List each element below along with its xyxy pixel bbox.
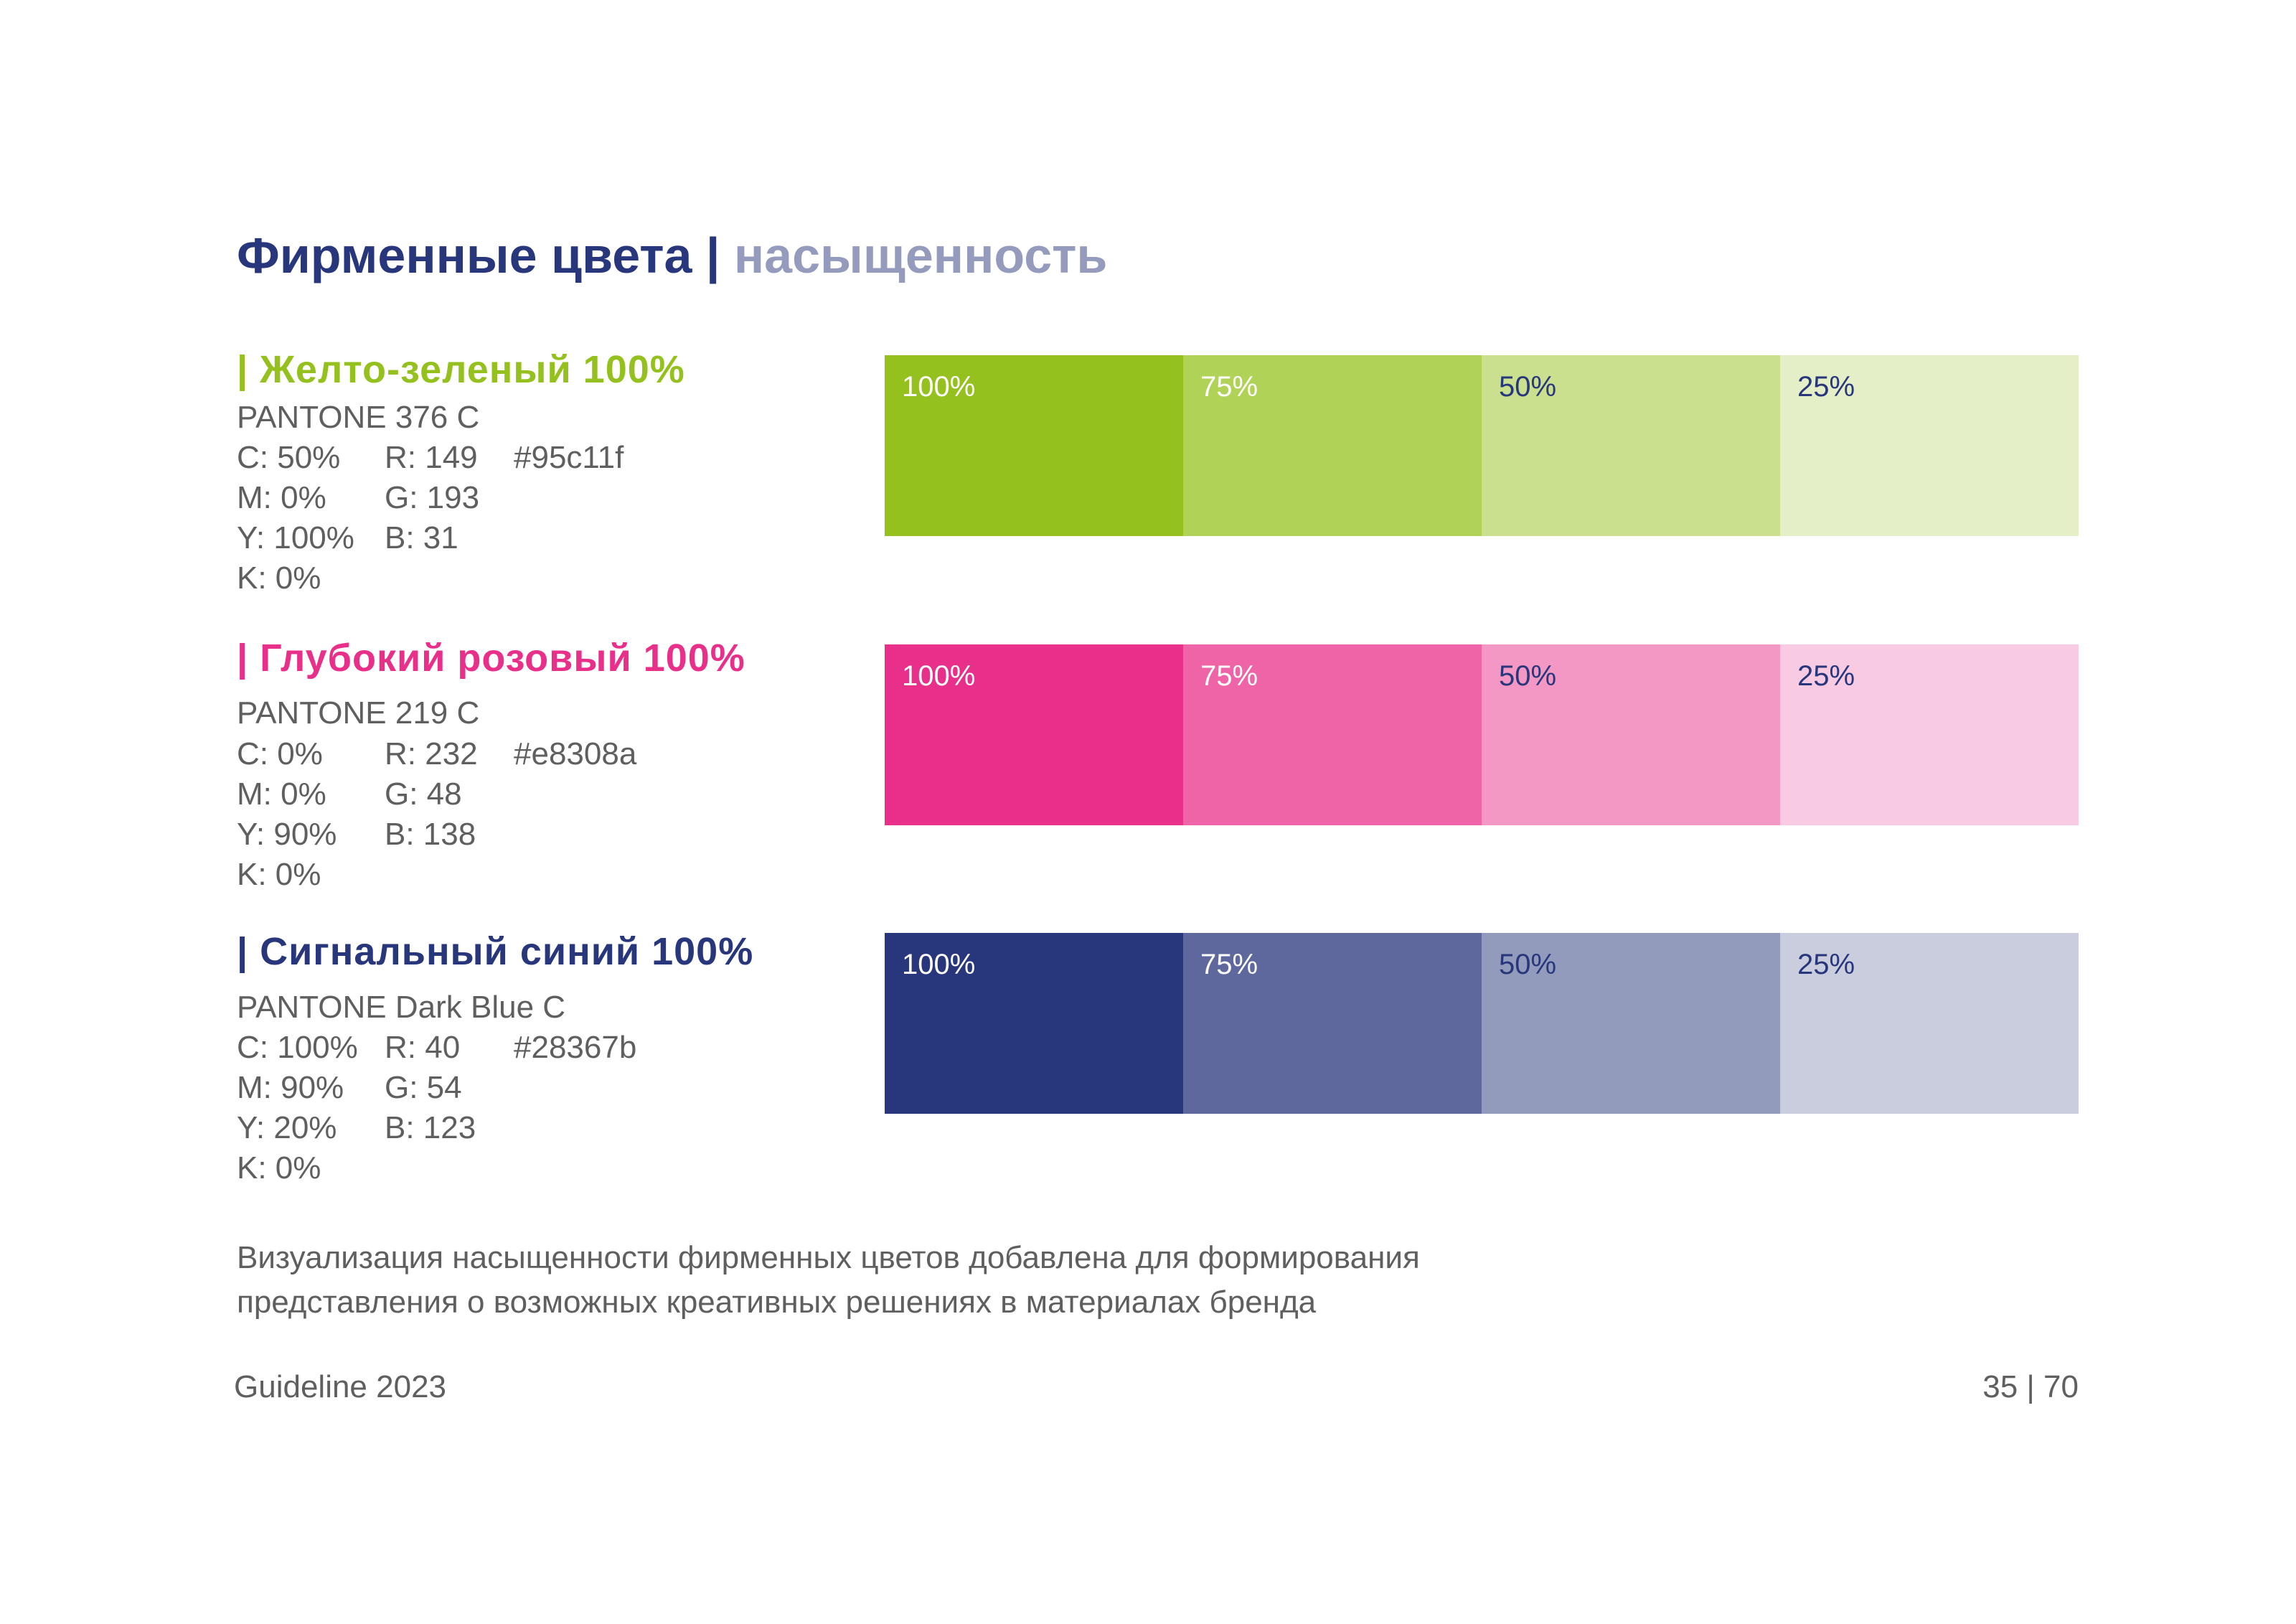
pantone-label: PANTONE 376 C bbox=[237, 400, 480, 435]
rgb-value: R: 40 bbox=[385, 1030, 461, 1065]
pantone-label: PANTONE 219 C bbox=[237, 695, 480, 731]
cmyk-value: C: 0% bbox=[237, 736, 323, 771]
cmyk-value: K: 0% bbox=[237, 560, 321, 596]
rgb-value: B: 123 bbox=[385, 1110, 476, 1145]
rgb-value: G: 193 bbox=[385, 480, 480, 515]
cmyk-value: C: 50% bbox=[237, 440, 341, 475]
spec-row: C: 50% R: 149 #95c11f bbox=[237, 438, 624, 478]
saturation-strip: 100% 75% 50% 25% bbox=[885, 355, 2079, 536]
title-sub: насыщенность bbox=[733, 227, 1108, 283]
saturation-strip: 100% 75% 50% 25% bbox=[885, 644, 2079, 825]
cmyk-value: M: 0% bbox=[237, 480, 326, 515]
swatch-label: 75% bbox=[1200, 371, 1258, 403]
spec-row: K: 0% bbox=[237, 1148, 636, 1188]
cmyk-value: Y: 100% bbox=[237, 520, 354, 555]
rgb-value bbox=[385, 855, 514, 895]
swatch-label: 50% bbox=[1499, 949, 1557, 980]
swatch-label: 25% bbox=[1797, 371, 1855, 403]
swatch-50: 50% bbox=[1482, 933, 1780, 1114]
color-heading: | Сигнальный синий 100% bbox=[237, 930, 754, 973]
swatch-25: 25% bbox=[1780, 933, 2079, 1114]
cmyk-value: Y: 90% bbox=[237, 817, 337, 852]
swatch-label: 75% bbox=[1200, 660, 1258, 692]
rgb-value: R: 232 bbox=[385, 736, 478, 771]
swatch-50: 50% bbox=[1482, 355, 1780, 536]
spec-row: K: 0% bbox=[237, 558, 624, 599]
swatch-label: 100% bbox=[902, 660, 976, 692]
page-title: Фирменные цвета | насыщенность bbox=[237, 228, 1107, 283]
spec-row: M: 0% G: 193 bbox=[237, 478, 624, 518]
rgb-value: G: 48 bbox=[385, 776, 462, 812]
swatch-25: 25% bbox=[1780, 355, 2079, 536]
swatch-label: 25% bbox=[1797, 949, 1855, 980]
spec-row: Y: 90% B: 138 bbox=[237, 815, 636, 855]
swatch-label: 25% bbox=[1797, 660, 1855, 692]
color-specs: C: 50% R: 149 #95c11f M: 0% G: 193 Y: 100% B… bbox=[237, 438, 624, 599]
cmyk-value: K: 0% bbox=[237, 1150, 321, 1186]
cmyk-value: M: 90% bbox=[237, 1070, 344, 1105]
swatch-100: 100% bbox=[885, 644, 1183, 825]
cmyk-value: K: 0% bbox=[237, 857, 321, 892]
hex-value: #28367b bbox=[514, 1030, 637, 1065]
saturation-strip: 100% 75% 50% 25% bbox=[885, 933, 2079, 1114]
cmyk-value: C: 100% bbox=[237, 1030, 358, 1065]
swatch-100: 100% bbox=[885, 355, 1183, 536]
spec-row: Y: 20% B: 123 bbox=[237, 1108, 636, 1148]
spec-row: C: 100% R: 40 #28367b bbox=[237, 1028, 636, 1068]
swatch-75: 75% bbox=[1183, 644, 1482, 825]
note-line: Визуализация насыщенности фирменных цвет… bbox=[237, 1240, 1420, 1275]
swatch-label: 75% bbox=[1200, 949, 1258, 980]
color-heading: | Глубокий розовый 100% bbox=[237, 637, 745, 680]
swatch-50: 50% bbox=[1482, 644, 1780, 825]
swatch-25: 25% bbox=[1780, 644, 2079, 825]
note-line: представления о возможных креативных реш… bbox=[237, 1285, 1317, 1320]
color-specs: C: 100% R: 40 #28367b M: 90% G: 54 Y: 20% B:… bbox=[237, 1028, 636, 1188]
rgb-value: R: 149 bbox=[385, 440, 478, 475]
spec-row: M: 90% G: 54 bbox=[237, 1068, 636, 1108]
cmyk-value: M: 0% bbox=[237, 776, 326, 812]
swatch-label: 50% bbox=[1499, 371, 1557, 403]
color-specs: C: 0% R: 232 #e8308a M: 0% G: 48 Y: 90% B: 1… bbox=[237, 734, 636, 895]
rgb-value bbox=[385, 1148, 514, 1188]
saturation-note: Визуализация насыщенности фирменных цвет… bbox=[237, 1236, 1420, 1325]
swatch-label: 50% bbox=[1499, 660, 1557, 692]
rgb-value: G: 54 bbox=[385, 1070, 462, 1105]
spec-row: C: 0% R: 232 #e8308a bbox=[237, 734, 636, 774]
swatch-75: 75% bbox=[1183, 933, 1482, 1114]
swatch-75: 75% bbox=[1183, 355, 1482, 536]
rgb-value: B: 138 bbox=[385, 817, 476, 852]
rgb-value bbox=[385, 558, 514, 599]
rgb-value: B: 31 bbox=[385, 520, 458, 555]
spec-row: M: 0% G: 48 bbox=[237, 774, 636, 815]
pantone-label: PANTONE Dark Blue C bbox=[237, 990, 566, 1025]
spec-row: K: 0% bbox=[237, 855, 636, 895]
footer-guideline: Guideline 2023 bbox=[234, 1369, 447, 1404]
swatch-label: 100% bbox=[902, 371, 976, 403]
hex-value: #95c11f bbox=[514, 440, 624, 475]
page-number: 35 | 70 bbox=[1982, 1369, 2079, 1404]
title-main: Фирменные цвета | bbox=[237, 227, 734, 283]
hex-value: #e8308a bbox=[514, 736, 637, 771]
swatch-100: 100% bbox=[885, 933, 1183, 1114]
spec-row: Y: 100% B: 31 bbox=[237, 518, 624, 558]
cmyk-value: Y: 20% bbox=[237, 1110, 337, 1145]
color-heading: | Желто-зеленый 100% bbox=[237, 348, 685, 391]
swatch-label: 100% bbox=[902, 949, 976, 980]
